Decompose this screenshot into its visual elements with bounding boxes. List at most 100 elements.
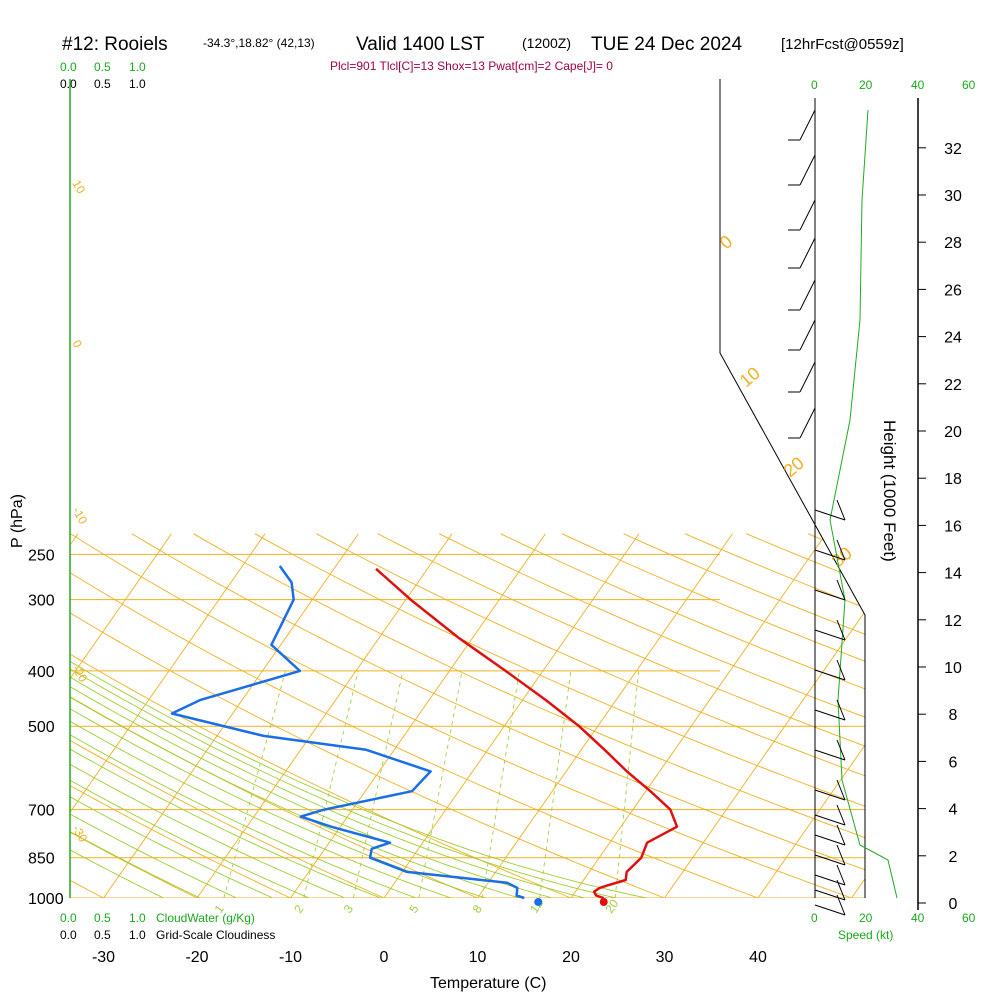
stability-indices: Plcl=901 Tlcl[C]=13 Shox=13 Pwat[cm]=2 C… (330, 59, 613, 73)
adiabat-label: 10 (69, 178, 88, 197)
temp-tick-label: 10 (469, 949, 487, 966)
dry-adiabat (70, 533, 317, 898)
mixing-ratio-label: 8 (470, 902, 485, 916)
wind-barb (799, 407, 816, 439)
adiabat-label: -20 (69, 663, 90, 685)
dry-adiabat (377, 533, 865, 898)
isotherm-label: 10 (736, 363, 764, 391)
wind-barb (799, 237, 816, 269)
moist-adiabat (70, 538, 638, 898)
right-boundary (719, 79, 866, 898)
station-title: #12: Rooiels (62, 34, 168, 55)
mixing-ratio-line (481, 670, 520, 898)
wind-barb (814, 874, 846, 886)
surface-temperature-marker (599, 898, 608, 906)
moist-adiabat (70, 538, 675, 898)
pressure-tick-label: 500 (28, 719, 55, 736)
wind-barb (836, 779, 846, 801)
dry-adiabat (746, 533, 865, 898)
dry-adiabat (254, 533, 865, 898)
moist-adiabat (70, 538, 451, 898)
wind-barb (836, 824, 846, 846)
adiabat-label: -10 (69, 505, 90, 527)
mixing-ratio-line (418, 670, 463, 898)
wind-barb (836, 619, 846, 641)
pressure-tick-label: 300 (28, 593, 55, 610)
svg-text:0.5: 0.5 (94, 77, 111, 91)
moist-adiabat (70, 538, 713, 898)
isotherm-line (375, 533, 640, 898)
height-tick-label: 8 (949, 707, 958, 724)
height-tick-label: 24 (944, 330, 962, 347)
mixing-ratio-line (303, 670, 359, 898)
moist-adiabat (70, 538, 563, 898)
pressure-tick-label: 850 (28, 851, 55, 868)
station-coords: -34.3°,18.82° (42,13) (203, 36, 315, 50)
svg-text:0.5: 0.5 (94, 60, 111, 74)
moist-adiabat (70, 538, 339, 898)
adiabat-label: 0 (69, 338, 85, 351)
wind-barbs (788, 109, 898, 916)
temp-tick-label: 30 (656, 949, 674, 966)
wind-barb (836, 659, 846, 681)
wind-barb (836, 844, 846, 866)
temperature-line (375, 567, 679, 900)
isotherm-label: 20 (780, 453, 808, 481)
wind-barb (814, 549, 846, 561)
wind-barb (814, 834, 846, 846)
wind-barb (799, 319, 816, 351)
cloudwater-scale-bottom: 0.0 0.5 1.0 CloudWater (g/Kg) 0.0 0.5 1.… (60, 911, 275, 942)
moist-adiabat (70, 538, 526, 898)
height-tick-label: 28 (944, 235, 962, 252)
temp-tick-label: -10 (279, 949, 302, 966)
isotherm-line (70, 533, 266, 898)
cloudwater-scale-top: 0.0 0.5 1.0 0.0 0.5 1.0 (60, 60, 146, 91)
moist-adiabat (70, 538, 301, 898)
surface-dewpoint-marker (534, 898, 543, 906)
dry-adiabat (70, 533, 696, 898)
wind-barb (814, 669, 846, 681)
dry-adiabat (131, 533, 865, 898)
mixing-ratio-line (614, 670, 640, 898)
wind-barb (814, 709, 846, 721)
isotherm-line (655, 533, 865, 898)
cloudiness-label: Grid-Scale Cloudiness (156, 928, 275, 942)
svg-text:0.5: 0.5 (94, 911, 111, 925)
wind-barb (836, 699, 846, 721)
isotherm-line (468, 533, 733, 898)
dry-adiabat (70, 533, 791, 898)
isotherm-label: 30 (828, 543, 856, 571)
thermo-grid (70, 533, 1000, 910)
dry-adiabat (70, 533, 412, 898)
wind-barb (799, 154, 816, 186)
temp-tick-label: 0 (380, 949, 389, 966)
wind-barb (814, 854, 846, 866)
svg-text:1.0: 1.0 (129, 60, 146, 74)
height-tick-label: 0 (949, 896, 958, 913)
dry-adiabat (561, 533, 865, 898)
dry-adiabat (869, 534, 1000, 910)
moist-adiabat (70, 538, 414, 898)
svg-text:60: 60 (962, 78, 976, 92)
pressure-tick-label: 400 (28, 664, 55, 681)
dry-adiabat (70, 533, 507, 898)
wind-barb (836, 804, 846, 826)
wind-barb (799, 279, 816, 311)
dry-adiabat (623, 533, 865, 898)
dry-adiabat (316, 533, 865, 898)
wind-barb (836, 579, 846, 601)
mixing-ratio-line (539, 670, 572, 898)
svg-text:0: 0 (811, 78, 818, 92)
speed-scale-bottom: 0 20 40 60 Speed (kt) (811, 911, 976, 942)
speed-label: Speed (kt) (838, 928, 893, 942)
mixing-ratio-line (352, 670, 404, 898)
svg-text:0.0: 0.0 (60, 911, 77, 925)
sounding-profiles (170, 565, 679, 906)
mixing-ratio-label: 2 (291, 902, 306, 916)
pressure-tick-label: 700 (28, 803, 55, 820)
height-axis-title: Height (1000 Feet) (880, 420, 899, 562)
plot-frame (69, 79, 919, 910)
isotherm-line (842, 533, 865, 898)
isotherm-line (749, 533, 865, 898)
